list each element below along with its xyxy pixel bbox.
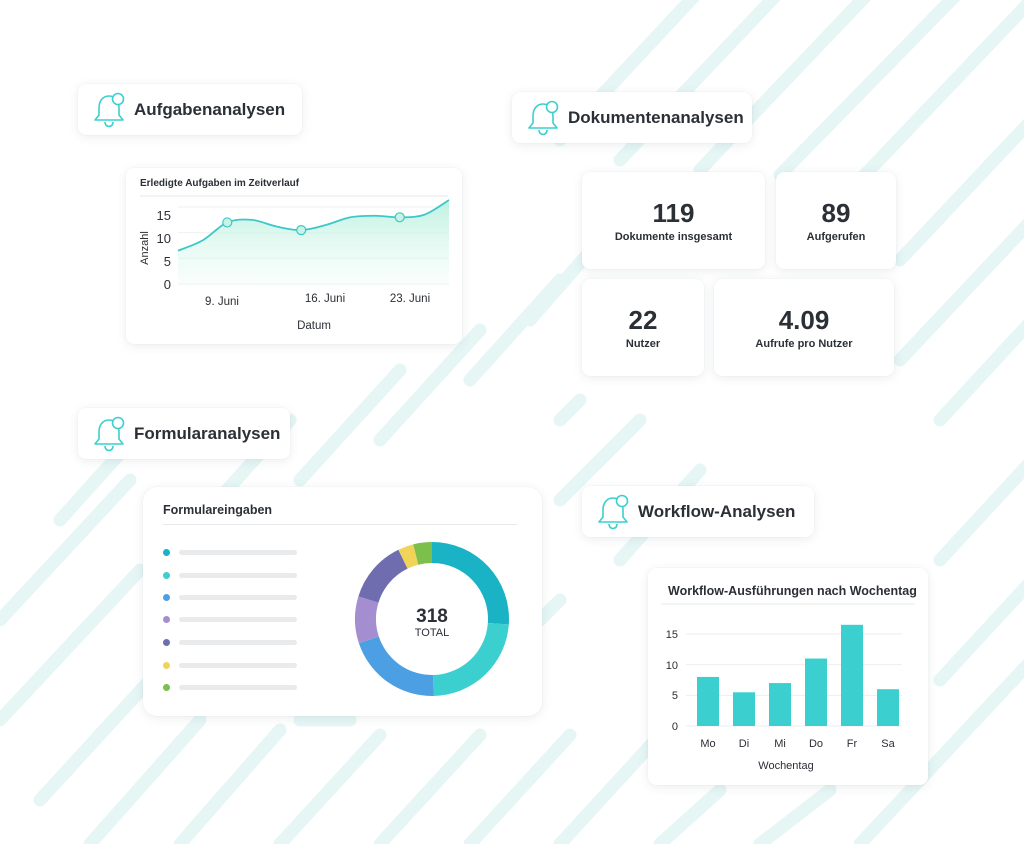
legend-placeholder-bar: [179, 573, 297, 578]
y-tick-label: 15: [666, 629, 678, 641]
x-tick-label: Mo: [700, 738, 715, 750]
donut-slice: [433, 623, 509, 696]
stat-card-users: 22 Nutzer: [582, 279, 704, 376]
stat-label: Dokumente insgesamt: [614, 231, 733, 243]
tasks-header-title: Aufgabenanalysen: [134, 99, 286, 119]
y-tick-label: 5: [164, 254, 171, 269]
bell-icon: [528, 100, 559, 135]
x-tick-label: Di: [739, 738, 749, 750]
legend-swatch: [163, 662, 170, 669]
line-area-fill: [178, 200, 449, 284]
legend-item: [163, 684, 297, 691]
workflows-header: Workflow-Analysen: [582, 486, 814, 537]
legend-swatch: [163, 639, 170, 646]
stat-value: 4.09: [778, 305, 830, 335]
workflow-chart-title: Workflow-Ausführungen nach Wochentag: [668, 584, 917, 598]
y-tick-label: 0: [164, 277, 171, 292]
legend-item: [163, 616, 297, 623]
y-tick-label: 0: [672, 721, 678, 733]
workflows-header-title: Workflow-Analysen: [638, 501, 796, 521]
y-tick-label: 5: [672, 690, 678, 702]
donut-slice: [398, 544, 419, 569]
legend-item: [163, 549, 297, 556]
line-point: [296, 225, 307, 236]
workflow-chart-card: Workflow-Ausführungen nach Wochentag Mo D…: [648, 568, 928, 785]
donut-total-label: TOTAL: [415, 627, 449, 639]
x-tick-label: 16. Juni: [305, 293, 345, 305]
legend-item: [163, 594, 297, 601]
x-tick-label: 23. Juni: [390, 293, 430, 305]
stat-card-views: 89 Aufgerufen: [776, 172, 896, 269]
forms-chart-card: Formulareingaben 318 TOTAL: [143, 487, 542, 716]
legend-item: [163, 572, 297, 579]
stat-value: 89: [821, 198, 851, 228]
bell-icon: [598, 494, 629, 529]
tasks-chart-card: Erledigte Aufgaben im Zeitverlauf 15 10 …: [126, 168, 462, 344]
forms-header-title: Formularanalysen: [134, 423, 281, 443]
bar: [733, 692, 755, 726]
y-axis-label: Anzahl: [139, 231, 151, 265]
x-tick-label: Do: [809, 738, 823, 750]
bar: [697, 676, 719, 726]
documents-header: Dokumentenanalysen: [512, 92, 752, 143]
donut-slice: [355, 596, 379, 644]
stat-value: 119: [652, 198, 695, 228]
bell-icon: [94, 92, 125, 127]
tasks-line-chart: 15 10 5 0 9. Juni 16. Juni 23. Juni Datu…: [139, 195, 450, 332]
documents-header-title: Dokumentenanalysen: [568, 107, 744, 127]
legend-item: [163, 639, 297, 646]
x-tick-label: Sa: [881, 738, 895, 750]
workflow-bar-chart: Mo Di Mi Do Fr Sa 15 10 5 0 Wochentag: [662, 603, 914, 772]
stat-card-views-per-user: 4.09 Aufrufe pro Nutzer: [714, 279, 894, 376]
x-axis-label: Wochentag: [758, 760, 813, 772]
y-tick-label: 15: [157, 208, 171, 223]
y-tick-label: 10: [157, 231, 171, 246]
stat-value: 22: [628, 305, 658, 335]
forms-chart-title: Formulareingaben: [163, 503, 273, 517]
donut-slice: [432, 542, 509, 625]
x-tick-label: Mi: [774, 738, 786, 750]
legend-placeholder-bar: [179, 663, 297, 668]
forms-donut-chart: 318 TOTAL: [355, 542, 509, 696]
stat-label: Aufrufe pro Nutzer: [755, 338, 853, 350]
y-tick-label: 10: [666, 660, 678, 672]
legend-placeholder-bar: [179, 617, 297, 622]
stat-label: Nutzer: [625, 338, 661, 350]
legend-placeholder-bar: [179, 640, 297, 645]
bar: [805, 658, 827, 726]
bar: [877, 689, 899, 726]
legend-swatch: [163, 684, 170, 691]
x-axis-label: Datum: [297, 320, 331, 332]
legend-swatch: [163, 572, 170, 579]
donut-total: 318: [416, 606, 448, 627]
donut-slice: [358, 549, 408, 603]
legend-swatch: [163, 594, 170, 601]
bell-icon: [94, 416, 125, 451]
x-tick-label: Fr: [847, 738, 858, 750]
bar: [769, 683, 791, 726]
line-point: [222, 217, 233, 228]
forms-header: Formularanalysen: [78, 408, 290, 459]
tasks-chart-title: Erledigte Aufgaben im Zeitverlauf: [140, 178, 300, 189]
donut-slice: [413, 542, 432, 565]
legend-placeholder-bar: [179, 685, 297, 690]
title-divider: [163, 524, 517, 525]
bar: [841, 624, 863, 726]
tasks-header: Aufgabenanalysen: [78, 84, 302, 135]
legend-item: [163, 662, 297, 669]
stat-card-documents: 119 Dokumente insgesamt: [582, 172, 765, 269]
stat-label: Aufgerufen: [806, 231, 866, 243]
legend-swatch: [163, 616, 170, 623]
legend-swatch: [163, 549, 170, 556]
x-tick-label: 9. Juni: [205, 296, 239, 308]
legend-placeholder-bar: [179, 550, 297, 555]
line-point: [394, 212, 405, 223]
legend-placeholder-bar: [179, 595, 297, 600]
donut-slice: [358, 636, 434, 696]
